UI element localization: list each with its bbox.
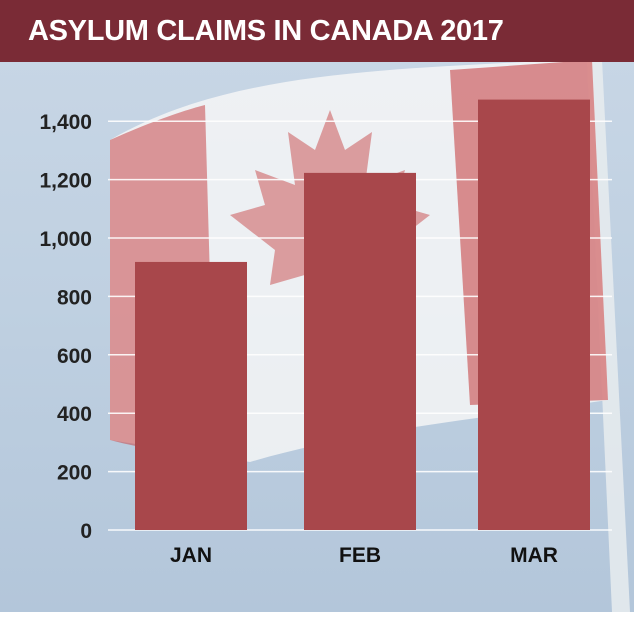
chart-title: ASYLUM CLAIMS IN CANADA 2017 [28, 15, 504, 47]
y-tick-label: 0 [80, 520, 92, 543]
x-tick-label: FEB [339, 544, 381, 567]
y-axis-ticks: 0 200 400 600 800 1,000 1,200 1,400 [39, 111, 92, 543]
y-tick-label: 600 [57, 345, 92, 368]
x-axis-ticks: JAN FEB MAR [170, 544, 558, 567]
bar-jan [135, 261, 247, 530]
y-tick-label: 1,000 [39, 228, 92, 251]
bar-feb [304, 172, 416, 530]
bar-mar [478, 99, 590, 530]
bars [135, 99, 590, 530]
y-tick-label: 800 [57, 286, 92, 309]
y-tick-label: 1,200 [39, 170, 92, 193]
y-tick-label: 200 [57, 462, 92, 485]
title-bar: ASYLUM CLAIMS IN CANADA 2017 [0, 0, 634, 62]
y-tick-label: 400 [57, 403, 92, 426]
y-tick-label: 1,400 [39, 111, 92, 134]
x-tick-label: MAR [510, 544, 558, 567]
x-tick-label: JAN [170, 544, 212, 567]
